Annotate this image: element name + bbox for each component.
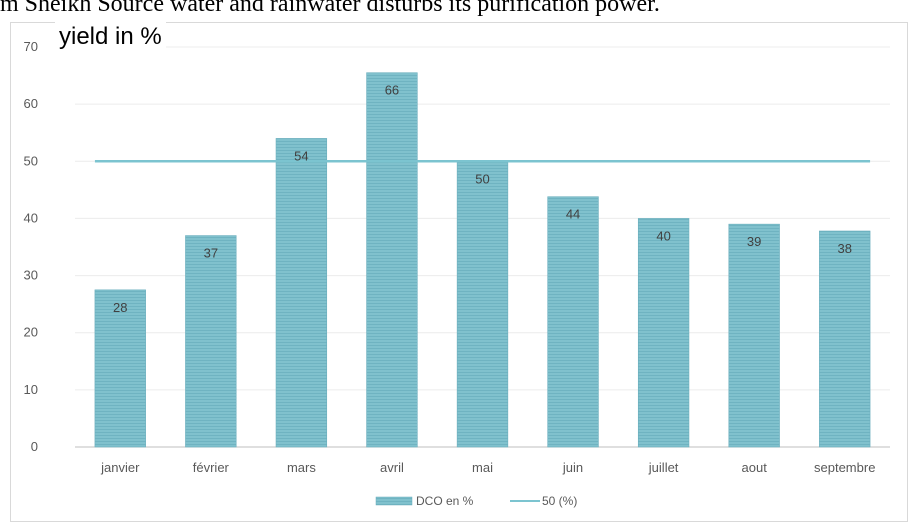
bar-data-label: 54 [294,148,308,163]
bar-data-label: 38 [837,241,851,256]
bar [367,73,418,447]
bar-data-label: 28 [113,300,127,315]
y-axis-label: yield in % [55,22,166,52]
legend-swatch-bar [376,497,412,505]
bar-data-label: 66 [385,83,399,98]
y-tick-label: 30 [24,268,38,283]
x-axis-categories: janvier février mars avril mai juin juillet aou… [100,460,875,475]
bar [638,218,689,447]
y-tick-label: 0 [31,439,38,454]
bar [729,224,780,447]
y-axis-ticks: 0 10 20 30 40 50 60 70 [24,39,38,454]
legend-label-bar: DCO en % [416,494,474,508]
bar [457,161,508,447]
legend-label-line: 50 (%) [542,494,577,508]
y-tick-label: 20 [24,325,38,340]
x-category-label: juin [562,460,583,475]
bar-data-label: 50 [475,171,489,186]
bar [548,197,599,447]
bar [819,231,870,447]
x-category-label: juillet [648,460,679,475]
y-tick-label: 40 [24,210,38,225]
bar [185,236,236,447]
x-category-label: aout [742,460,768,475]
y-tick-label: 50 [24,153,38,168]
bar [276,138,327,447]
y-tick-label: 10 [24,382,38,397]
bar-data-label: 40 [656,228,670,243]
x-category-label: septembre [814,460,875,475]
x-category-label: janvier [100,460,140,475]
bar-data-label: 39 [747,234,761,249]
y-tick-label: 60 [24,96,38,111]
x-category-label: mars [287,460,316,475]
x-category-label: mai [472,460,493,475]
x-category-label: avril [380,460,404,475]
bar-data-label: 44 [566,207,580,222]
legend: DCO en % 50 (%) [376,494,577,508]
y-tick-label: 70 [24,39,38,54]
x-category-label: février [193,460,230,475]
bar-data-label: 37 [204,246,218,261]
